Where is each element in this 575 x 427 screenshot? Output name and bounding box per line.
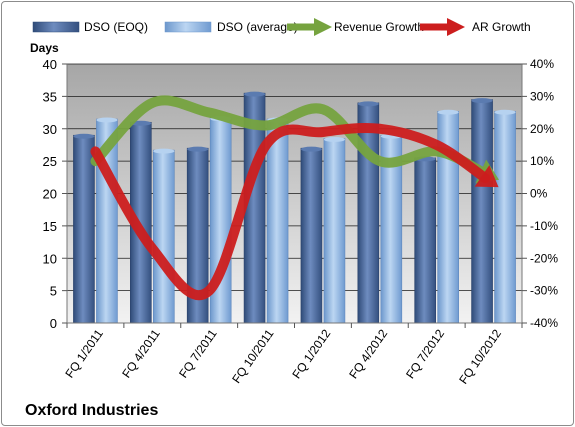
legend-item-revenue-growth: Revenue Growth	[287, 18, 424, 36]
left-tick-label: 30	[43, 122, 57, 137]
bars-layer	[73, 91, 516, 324]
left-tick-label: 35	[43, 89, 57, 104]
x-tick-label: FQ 7/2011	[176, 326, 220, 380]
left-tick-label: 5	[50, 284, 57, 299]
legend-swatch-dso-average	[164, 21, 212, 33]
left-tick-label: 25	[43, 154, 57, 169]
left-tick-label: 10	[43, 251, 57, 266]
x-tick-label: FQ 1/2011	[62, 326, 106, 380]
right-axis-ticks: -40% -30% -20% -10% 0% 10% 20% 30% 40%	[522, 57, 558, 330]
legend-arrow-ar-growth	[447, 18, 465, 36]
bar-top-dso-average	[323, 136, 345, 142]
x-axis-ticks: FQ 1/2011 FQ 4/2011 FQ 7/2011 FQ 10/2011 FQ …	[62, 323, 523, 387]
right-tick-label: 40%	[530, 57, 554, 71]
bar-top-dso-average	[96, 117, 118, 123]
bar-dso-average	[266, 118, 289, 324]
bar-top-dso-eoq	[244, 91, 266, 97]
legend-arrow-revenue-growth	[314, 18, 332, 36]
bar-dso-eoq	[357, 102, 380, 324]
x-tick-label: FQ 7/2012	[403, 326, 447, 381]
left-tick-label: 20	[43, 187, 57, 202]
bar-top-dso-eoq	[471, 98, 493, 104]
x-tick-label: FQ 10/2011	[229, 326, 276, 385]
bar-dso-average	[323, 138, 346, 324]
x-tick-label: FQ 1/2012	[289, 326, 333, 381]
left-tick-label: 15	[43, 219, 57, 234]
legend-label-revenue-growth: Revenue Growth	[334, 20, 424, 34]
line-ar-growth	[90, 122, 491, 301]
right-tick-label: 20%	[530, 122, 554, 136]
bar-dso-eoq	[414, 157, 436, 324]
bar-top-dso-average	[494, 109, 516, 115]
right-tick-label: -30%	[530, 284, 558, 298]
bar-dso-eoq	[300, 147, 323, 324]
x-tick-label: FQ 4/2011	[119, 326, 163, 380]
legend-item-ar-growth: AR Growth	[420, 18, 531, 36]
right-tick-label: 30%	[530, 89, 554, 103]
left-tick-label: 0	[50, 316, 57, 331]
bar-top-dso-average	[437, 109, 459, 115]
bar-top-dso-average	[153, 148, 175, 154]
left-axis-ticks: 0 5 10 15 20 25 30 35 40	[43, 57, 67, 331]
right-tick-label: -20%	[530, 251, 558, 265]
chart-title: Oxford Industries	[25, 402, 158, 419]
bar-dso-eoq	[471, 99, 493, 324]
left-axis-title: Days	[30, 41, 59, 55]
bar-dso-average	[494, 110, 516, 324]
x-tick-label: FQ 10/2012	[456, 326, 504, 386]
line-revenue-growth	[90, 95, 490, 179]
legend-swatch-dso-eoq	[32, 21, 80, 33]
right-tick-label: 10%	[530, 154, 554, 168]
bar-top-dso-eoq	[187, 146, 209, 152]
legend-label-dso-eoq: DSO (EOQ)	[84, 20, 148, 34]
legend: DSO (EOQ) DSO (average) Revenue Growth A…	[32, 18, 531, 36]
legend-label-ar-growth: AR Growth	[472, 20, 531, 34]
left-tick-label: 40	[43, 57, 57, 72]
bar-top-dso-eoq	[300, 146, 322, 152]
right-tick-label: -40%	[530, 316, 558, 330]
bar-dso-average	[153, 149, 175, 324]
legend-item-dso-average: DSO (average)	[164, 20, 298, 34]
arrowhead-ar-growth	[474, 165, 499, 188]
bar-top-dso-eoq	[357, 101, 379, 107]
bar-top-dso-eoq	[73, 133, 95, 139]
legend-item-dso-eoq: DSO (EOQ)	[32, 20, 148, 34]
right-tick-label: -10%	[530, 219, 558, 233]
lines-layer	[90, 95, 500, 301]
x-tick-label: FQ 4/2012	[346, 326, 390, 381]
right-tick-label: 0%	[530, 187, 548, 201]
legend-label-dso-average: DSO (average)	[217, 20, 298, 34]
